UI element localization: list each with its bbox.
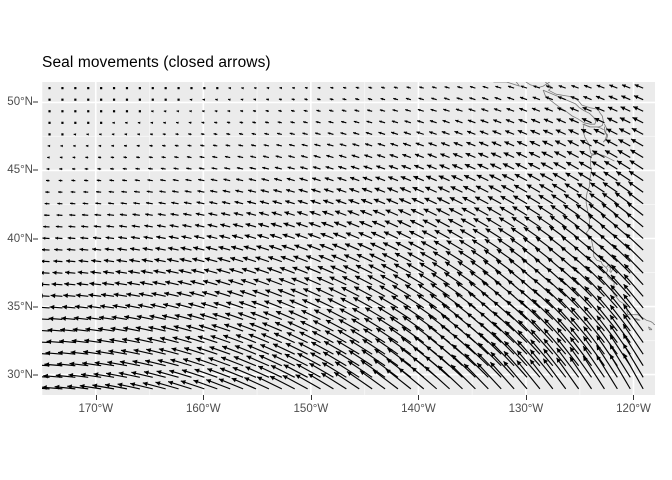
x-tick-mark [418, 395, 420, 400]
x-tick-label: 150°W [293, 403, 329, 415]
plot-panel [42, 82, 655, 395]
y-tick-mark [33, 238, 38, 239]
y-tick-mark [33, 101, 38, 103]
x-tick-label: 130°W [508, 403, 544, 415]
y-tick-label: 50°N [7, 96, 33, 109]
x-tick-mark [95, 395, 97, 400]
y-tick-label: 30°N [7, 368, 33, 381]
x-tick-label: 160°W [185, 403, 221, 415]
x-tick-label: 170°W [78, 403, 114, 415]
y-tick-mark [33, 374, 38, 376]
x-tick-label: 140°W [401, 403, 436, 415]
y-tick-mark [33, 306, 38, 308]
x-tick-mark [633, 395, 635, 400]
y-tick-mark [33, 169, 38, 171]
x-tick-mark [310, 395, 312, 400]
y-axis: 50°N 45°N 40°N 35°N 30°N [0, 82, 38, 395]
x-tick-label: 120°W [616, 403, 651, 415]
y-tick-label: 35°N [7, 300, 33, 313]
x-axis: 170°W 160°W 150°W 140°W 130°W 120°W [42, 395, 655, 425]
y-tick-label: 40°N [7, 232, 33, 245]
x-tick-mark [525, 395, 527, 400]
page-title: Seal movements (closed arrows) [42, 54, 271, 71]
x-tick-mark [203, 395, 205, 400]
arrow-field-layer [42, 84, 644, 390]
y-tick-label: 45°N [7, 164, 33, 177]
